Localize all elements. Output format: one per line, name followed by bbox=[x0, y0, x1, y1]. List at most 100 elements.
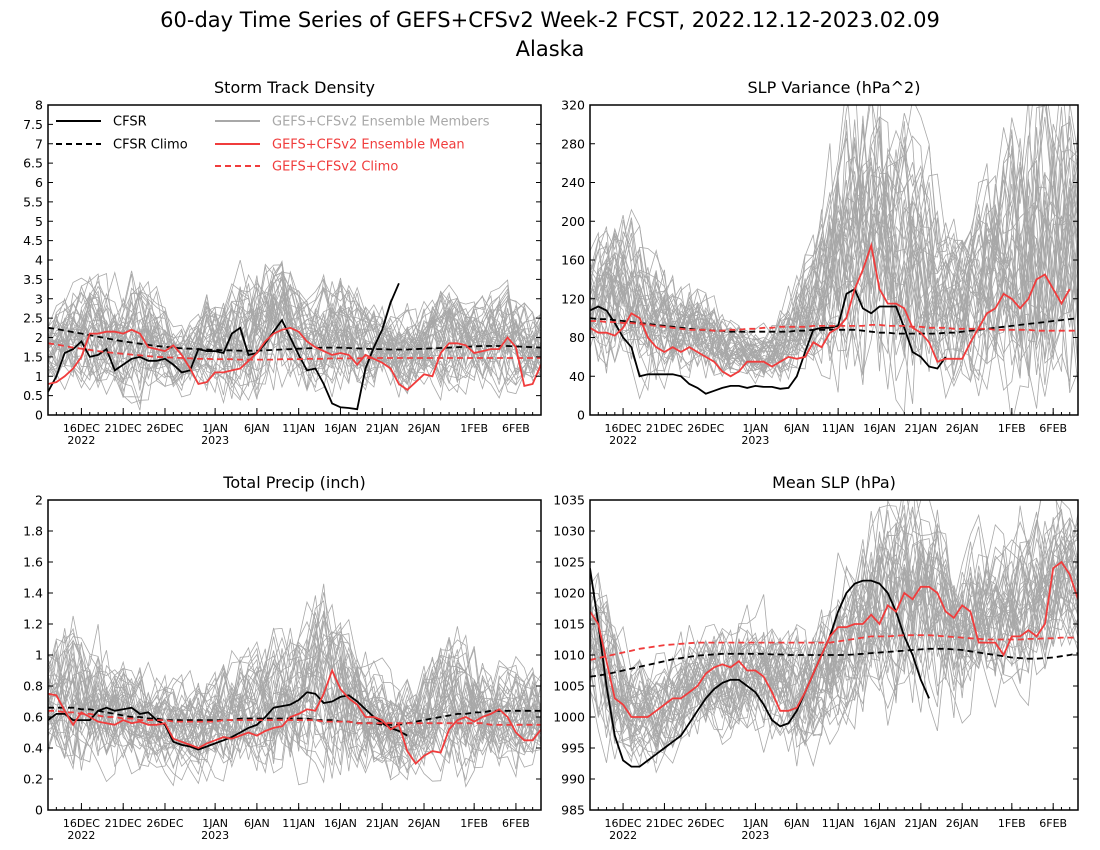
ensemble-member-line bbox=[48, 296, 541, 378]
y-tick-label: 200 bbox=[561, 214, 585, 229]
x-tick-label: 16JAN bbox=[324, 422, 357, 435]
x-tick-label: 6FEB bbox=[1039, 422, 1067, 435]
y-tick-label: 0.5 bbox=[23, 388, 43, 403]
ensemble-member-line bbox=[48, 270, 541, 406]
y-tick-label: 240 bbox=[561, 175, 585, 190]
ensemble-member-line bbox=[48, 652, 541, 774]
legend-label: GEFS+CFSv2 Ensemble Mean bbox=[272, 138, 465, 153]
ensemble-member-line bbox=[590, 105, 1078, 385]
y-tick-label: 1.8 bbox=[23, 524, 43, 539]
x-tick-label: 1JAN bbox=[202, 817, 228, 830]
series-line bbox=[48, 326, 541, 352]
x-tick-label: 26JAN bbox=[946, 422, 979, 435]
ensemble-member-line bbox=[590, 500, 1078, 749]
y-tick-label: 6.5 bbox=[23, 156, 43, 171]
x-tick-label: 21DEC bbox=[646, 817, 683, 830]
chart-panel: Storm Track Density 0 0.5 1 1.5 2 2.5 3 3.5 4 4.5 5… bbox=[23, 78, 542, 447]
legend-label: CFSR bbox=[113, 115, 147, 130]
x-tick-label: 1JAN bbox=[202, 422, 228, 435]
x-tick-label: 1JAN bbox=[743, 422, 769, 435]
y-tick-label: 1 bbox=[35, 369, 43, 384]
x-tick-label: 26DEC bbox=[687, 817, 724, 830]
x-tick-label: 26DEC bbox=[146, 422, 183, 435]
series-line bbox=[48, 668, 541, 765]
x-tick-label: 26JAN bbox=[946, 817, 979, 830]
ensemble-member-line bbox=[48, 277, 541, 383]
figure-subtitle: Alaska bbox=[516, 37, 585, 61]
x-tick-label: 21JAN bbox=[904, 422, 937, 435]
panel-title: SLP Variance (hPa^2) bbox=[748, 78, 921, 97]
y-tick-label: 1010 bbox=[553, 648, 585, 663]
ensemble-member-line bbox=[590, 500, 1078, 767]
y-tick-label: 1020 bbox=[553, 586, 585, 601]
y-tick-label: 995 bbox=[561, 741, 585, 756]
ensemble-member-line bbox=[590, 105, 1078, 381]
plot-area bbox=[48, 259, 541, 411]
ensemble-member-line bbox=[48, 614, 541, 751]
ensemble-member-line bbox=[48, 264, 541, 386]
y-tick-label: 160 bbox=[561, 253, 585, 268]
series-line bbox=[590, 568, 930, 768]
y-tick-label: 0 bbox=[35, 803, 43, 818]
y-tick-label: 5.5 bbox=[23, 194, 43, 209]
legend-label: GEFS+CFSv2 Ensemble Members bbox=[272, 115, 490, 130]
series-line bbox=[590, 287, 947, 395]
y-tick-label: 2 bbox=[35, 330, 43, 345]
series-line bbox=[590, 560, 1078, 718]
series-line bbox=[590, 647, 1078, 678]
series-line bbox=[48, 326, 541, 391]
y-tick-label: 1005 bbox=[553, 679, 585, 694]
figure-title: 60-day Time Series of GEFS+CFSv2 Week-2 … bbox=[160, 8, 940, 32]
ensemble-member-line bbox=[590, 500, 1078, 735]
x-tick-label: 16DEC bbox=[63, 817, 100, 830]
y-tick-label: 7.5 bbox=[23, 117, 43, 132]
y-tick-label: 1000 bbox=[553, 710, 585, 725]
y-tick-label: 0 bbox=[577, 408, 585, 423]
ensemble-member-line bbox=[48, 296, 541, 384]
ensemble-member-line bbox=[48, 631, 541, 771]
x-tick-label: 11JAN bbox=[822, 817, 855, 830]
ensemble-member-line bbox=[48, 291, 541, 396]
x-tick-label: 6FEB bbox=[502, 422, 530, 435]
ensemble-member-line bbox=[590, 518, 1078, 739]
y-tick-label: 7 bbox=[35, 136, 43, 151]
chart-panel: SLP Variance (hPa^2) 0 40 80 120 160 200 240 280… bbox=[561, 78, 1079, 447]
ensemble-member-line bbox=[48, 290, 541, 399]
series-line bbox=[590, 634, 1078, 661]
y-tick-label: 0.4 bbox=[23, 741, 43, 756]
plot-area bbox=[590, 500, 1078, 774]
ensemble-member-line bbox=[590, 165, 1078, 390]
y-tick-label: 2.5 bbox=[23, 311, 43, 326]
ensemble-member-line bbox=[590, 539, 1078, 732]
ensemble-member-line bbox=[48, 283, 541, 385]
legend-label: CFSR Climo bbox=[113, 138, 188, 153]
ensemble-member-line bbox=[48, 271, 541, 398]
y-tick-label: 1.6 bbox=[23, 555, 43, 570]
ensemble-member-line bbox=[48, 262, 541, 401]
ensemble-member-line bbox=[48, 619, 541, 785]
x-tick-year-label: 2023 bbox=[201, 434, 229, 447]
ensemble-member-line bbox=[590, 150, 1078, 375]
y-tick-label: 120 bbox=[561, 291, 585, 306]
plot-area bbox=[48, 583, 541, 788]
y-tick-label: 1 bbox=[35, 648, 43, 663]
x-tick-year-label: 2022 bbox=[609, 829, 637, 842]
panel-title: Mean SLP (hPa) bbox=[772, 473, 896, 492]
ensemble-member-line bbox=[48, 612, 541, 768]
ensemble-member-line bbox=[48, 615, 541, 767]
ensemble-member-line bbox=[48, 652, 541, 786]
x-tick-label: 16DEC bbox=[605, 817, 642, 830]
y-tick-label: 4.5 bbox=[23, 233, 43, 248]
ensemble-member-line bbox=[48, 648, 541, 783]
x-tick-label: 26JAN bbox=[408, 817, 441, 830]
ensemble-member-line bbox=[590, 522, 1078, 724]
x-tick-year-label: 2023 bbox=[201, 829, 229, 842]
x-tick-label: 6JAN bbox=[244, 422, 270, 435]
ensemble-member-line bbox=[590, 105, 1078, 404]
plot-area bbox=[590, 105, 1078, 415]
x-tick-label: 11JAN bbox=[822, 422, 855, 435]
series-line bbox=[48, 706, 541, 726]
x-tick-label: 1JAN bbox=[743, 817, 769, 830]
x-tick-label: 6JAN bbox=[244, 817, 270, 830]
